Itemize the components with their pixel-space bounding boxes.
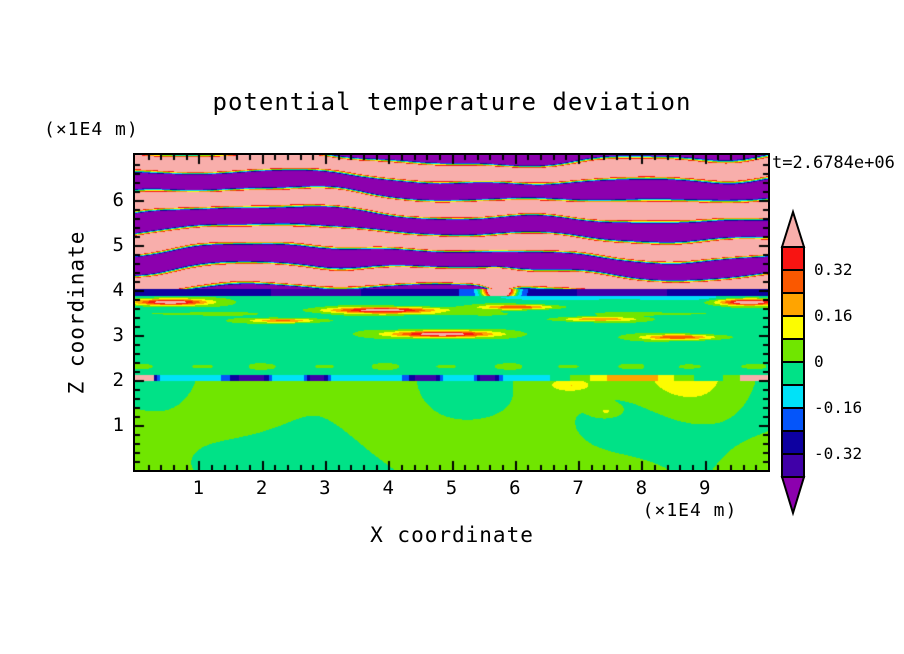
- x-tick-label: 5: [445, 477, 458, 499]
- y-tick-label: 1: [112, 414, 124, 436]
- colorbar: 0.32 0.16 0 -0.16 -0.32: [780, 208, 862, 517]
- colorbar-cell: [781, 292, 805, 317]
- colorbar-cell: [781, 407, 805, 432]
- x-tick-label: 3: [319, 477, 331, 499]
- colorbar-cell: [781, 315, 805, 340]
- colorbar-cell: [781, 384, 805, 409]
- colorbar-cell: [781, 338, 805, 363]
- x-tick-label: 6: [509, 477, 521, 499]
- colorbar-bottom-arrow: [780, 476, 806, 517]
- colorbar-cell: [781, 269, 805, 294]
- x-tick-label: 7: [572, 477, 584, 499]
- y-tick-label: 6: [112, 189, 124, 211]
- chart-title: potential temperature deviation: [212, 88, 692, 116]
- x-tick-label: 1: [192, 477, 205, 499]
- x-axis-unit-label: (×1E4 m): [642, 500, 738, 521]
- x-axis-title: X coordinate: [370, 523, 534, 547]
- colorbar-tick-label: -0.16: [814, 398, 862, 417]
- colorbar-tick-label: -0.32: [814, 444, 862, 463]
- colorbar-cell: [781, 246, 805, 271]
- x-tick-label: 2: [255, 477, 268, 499]
- y-tick-label: 3: [112, 324, 124, 346]
- colorbar-cell: [781, 361, 805, 386]
- y-tick-label: 5: [112, 234, 124, 256]
- colorbar-cell: [781, 430, 805, 455]
- y-tick-label: 4: [112, 279, 124, 301]
- colorbar-tick-label: 0: [814, 352, 824, 371]
- colorbar-top-arrow: [780, 208, 806, 248]
- x-tick-label: 9: [698, 477, 711, 499]
- x-tick-label: 8: [635, 477, 648, 499]
- y-tick-label: 2: [112, 369, 124, 391]
- contour-plot: [133, 153, 770, 472]
- colorbar-tick-label: 0.16: [814, 306, 853, 325]
- colorbar-tick-label: 0.32: [814, 260, 853, 279]
- time-annotation: t=2.6784e+06: [772, 153, 895, 173]
- y-axis-unit-label: (×1E4 m): [44, 119, 139, 140]
- x-tick-label: 4: [382, 477, 394, 499]
- colorbar-cell: [781, 453, 805, 478]
